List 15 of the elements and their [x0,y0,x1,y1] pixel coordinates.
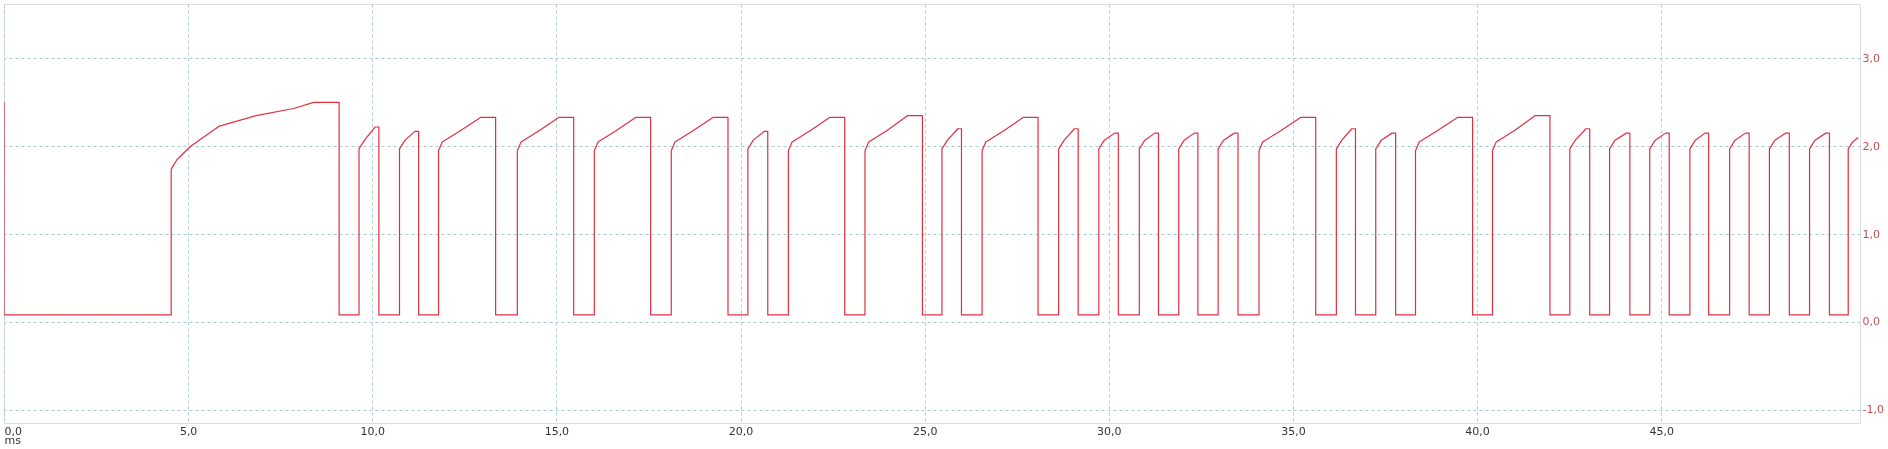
y-tick-label: -1,0 [1862,403,1884,417]
x-tick-label: 25,0 [912,424,938,438]
y-tick-label: 2,0 [1862,139,1880,153]
x-tick-label: 40,0 [1465,424,1490,438]
y-tick-label: 1,0 [1862,227,1880,241]
x-tick-label: 5,0 [179,424,198,438]
x-tick-label: 35,0 [1281,424,1306,438]
y-tick-label: 0,0 [1862,315,1880,329]
x-tick-label: 10,0 [360,424,385,438]
x-tick-label: 20,0 [728,424,754,438]
line-series [4,101,1859,316]
x-tick-label: 15,0 [544,424,570,438]
x-tick-label: 45,0 [1649,424,1674,438]
y-tick-label: 3,0 [1862,51,1880,65]
x-tick-label: 30,0 [1097,424,1122,438]
